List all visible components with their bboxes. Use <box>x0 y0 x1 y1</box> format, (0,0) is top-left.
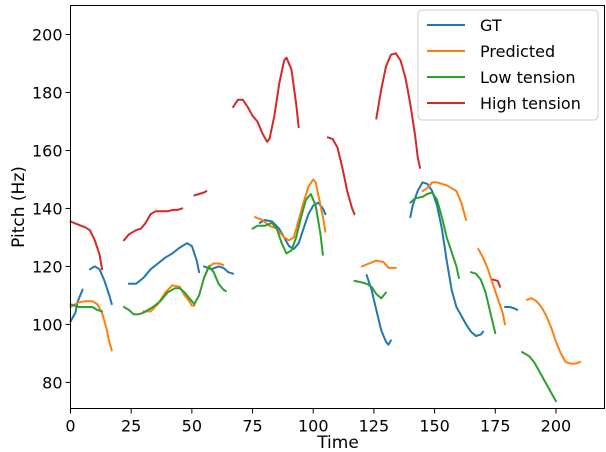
series-high-tension-segment-4 <box>232 56 300 143</box>
legend: GT Predicted Low tension High tension <box>417 9 599 121</box>
series-low-tension-segment-1 <box>69 303 104 313</box>
x-tick-label: 100 <box>298 417 329 436</box>
series-low-tension-segment-7 <box>521 351 557 403</box>
series-low-tension-segment-3 <box>251 193 324 256</box>
series-predicted-segment-1 <box>69 300 113 352</box>
series-gt-segment-2 <box>88 265 113 306</box>
series-low-tension-segment-4 <box>353 279 387 300</box>
series-layer <box>69 52 582 403</box>
series-high-tension-segment-1 <box>69 220 104 271</box>
series-predicted-segment-8 <box>525 297 582 365</box>
x-tick-label: 50 <box>182 417 202 436</box>
series-low-tension-segment-5 <box>409 191 460 279</box>
x-tick-label: 175 <box>480 417 511 436</box>
y-tick-label: 120 <box>32 257 63 276</box>
series-gt-segment-3 <box>127 242 201 285</box>
legend-label-high-tension: High tension <box>480 94 581 113</box>
x-axis-title: Time <box>316 433 359 452</box>
x-axis: 0 25 50 75 100 125 150 175 200 <box>65 408 572 436</box>
series-gt-segment-5 <box>258 201 327 250</box>
series-gt-segment-6 <box>365 274 392 346</box>
y-tick-label: 140 <box>32 199 63 218</box>
legend-box <box>417 9 599 121</box>
x-tick-label: 25 <box>121 417 141 436</box>
y-tick-label: 100 <box>32 315 63 334</box>
x-tick-label: 125 <box>359 417 390 436</box>
series-gt-segment-7 <box>409 181 485 337</box>
x-tick-label: 200 <box>541 417 572 436</box>
legend-label-low-tension: Low tension <box>480 68 576 87</box>
series-predicted-segment-5 <box>360 259 397 269</box>
y-tick-label: 160 <box>32 141 63 160</box>
y-tick-label: 80 <box>42 373 62 392</box>
series-low-tension-segment-2 <box>122 265 227 316</box>
series-high-tension-segment-2 <box>122 207 184 242</box>
series-predicted-segment-4 <box>254 178 327 242</box>
y-tick-label: 200 <box>32 25 63 44</box>
series-predicted-segment-6 <box>421 181 468 221</box>
series-high-tension-segment-7 <box>491 278 502 288</box>
series-predicted-segment-7 <box>477 248 506 326</box>
x-tick-label: 150 <box>419 417 450 436</box>
y-axis: 80 100 120 140 160 180 200 <box>32 25 71 392</box>
series-high-tension-segment-3 <box>193 190 208 197</box>
legend-label-gt: GT <box>480 16 502 35</box>
y-tick-label: 180 <box>32 83 63 102</box>
plot-frame <box>70 5 605 409</box>
x-tick-label: 75 <box>242 417 262 436</box>
series-predicted-segment-2 <box>142 284 196 313</box>
y-axis-title: Pitch (Hz) <box>9 166 29 248</box>
legend-label-predicted: Predicted <box>480 42 555 61</box>
series-high-tension-segment-6 <box>375 52 421 169</box>
series-high-tension-segment-5 <box>326 136 356 216</box>
x-tick-label: 0 <box>65 417 75 436</box>
series-gt-segment-8 <box>504 306 519 311</box>
series-low-tension-segment-6 <box>470 271 497 335</box>
